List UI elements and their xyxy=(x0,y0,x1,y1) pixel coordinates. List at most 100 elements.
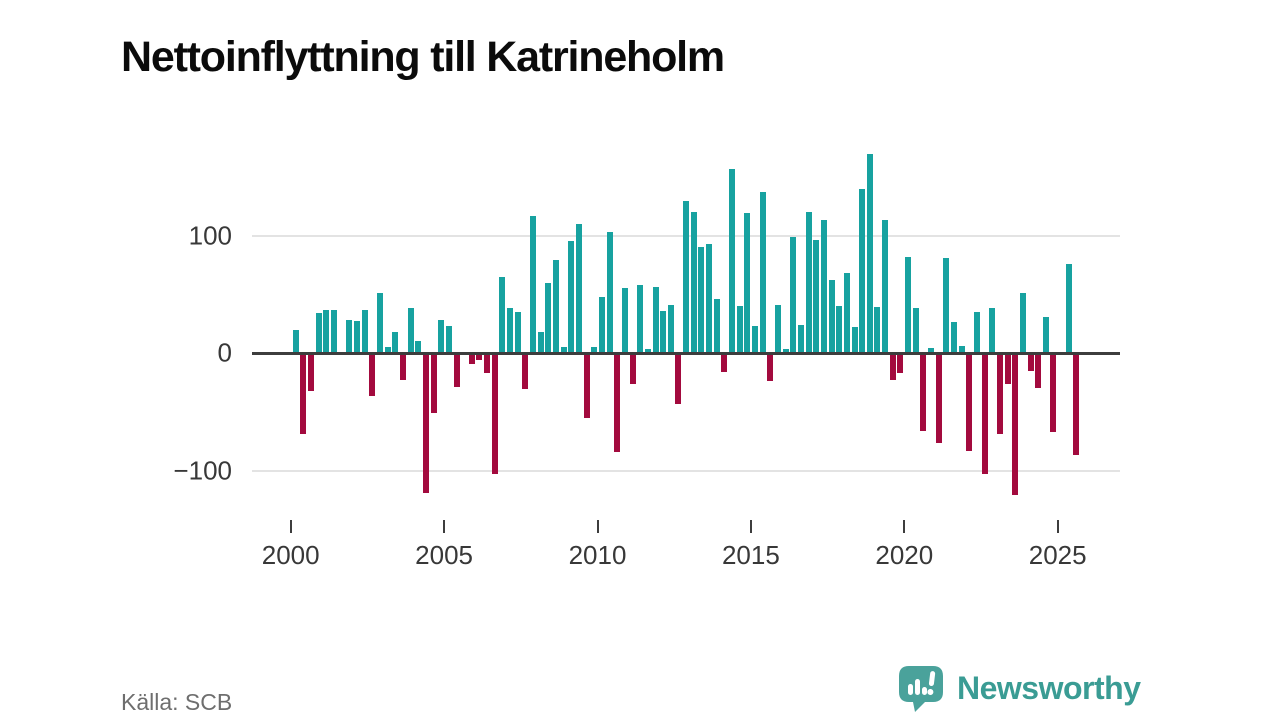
bar-2000Q4 xyxy=(315,313,322,353)
bar-2007Q1 xyxy=(507,308,514,353)
bar-2020Q4 xyxy=(928,348,935,353)
bar-2018Q2 xyxy=(851,327,858,353)
bar-2016Q3 xyxy=(797,324,804,353)
x-tick-label-2005: 2005 xyxy=(415,540,474,570)
bar-2012Q1 xyxy=(660,310,667,353)
bar-2023Q4 xyxy=(1019,293,1026,353)
bar-2022Q3 xyxy=(981,353,988,475)
bar-2024Q2 xyxy=(1035,353,1042,389)
x-tick-label-2015: 2015 xyxy=(721,540,780,570)
bar-2010Q4 xyxy=(621,288,628,353)
bar-2014Q2 xyxy=(729,168,736,353)
y-tick-label-100: 100 xyxy=(188,220,232,250)
bar-2006Q4 xyxy=(499,276,506,353)
bar-2009Q3 xyxy=(583,353,590,418)
bar-2021Q2 xyxy=(943,257,950,353)
bar-2009Q4 xyxy=(591,347,598,353)
bar-2004Q4 xyxy=(438,320,445,353)
bar-2002Q2 xyxy=(361,309,368,353)
bar-2019Q1 xyxy=(874,307,881,353)
bar-2022Q2 xyxy=(973,311,980,353)
x-tick-2015 xyxy=(749,520,752,533)
bar-2000Q2 xyxy=(300,353,307,435)
bar-2003Q4 xyxy=(407,308,414,353)
bar-2006Q2 xyxy=(484,353,491,373)
bar-2004Q2 xyxy=(422,353,429,493)
x-tick-label-2010: 2010 xyxy=(568,540,627,570)
bar-2017Q3 xyxy=(828,280,835,353)
bar-2025Q3 xyxy=(1073,353,1080,456)
bar-2007Q3 xyxy=(522,353,529,390)
bar-2017Q1 xyxy=(813,240,820,353)
bar-2001Q1 xyxy=(323,309,330,353)
x-axis-line xyxy=(252,351,1120,355)
newsworthy-logo: Newsworthy xyxy=(898,665,1141,712)
bar-2021Q4 xyxy=(958,345,965,353)
bar-2017Q2 xyxy=(820,220,827,353)
brand-name: Newsworthy xyxy=(957,670,1141,706)
bar-2015Q2 xyxy=(759,192,766,353)
bar-2022Q1 xyxy=(966,353,973,451)
bar-2012Q3 xyxy=(675,353,682,404)
bar-2008Q4 xyxy=(560,347,567,353)
bar-2014Q4 xyxy=(744,213,751,353)
bar-2005Q1 xyxy=(445,325,452,353)
bar-2008Q1 xyxy=(537,331,544,353)
x-tick-label-2025: 2025 xyxy=(1028,540,1087,570)
bar-2008Q2 xyxy=(545,282,552,353)
bar-2025Q2 xyxy=(1065,263,1072,353)
page-title: Nettoinflyttning till Katrineholm xyxy=(121,32,725,81)
bar-2010Q1 xyxy=(598,296,605,353)
y-tick-label-−100: −100 xyxy=(173,455,232,485)
bar-2005Q4 xyxy=(468,353,475,364)
bar-2013Q1 xyxy=(690,212,697,353)
bar-2014Q1 xyxy=(721,353,728,372)
bar-2015Q1 xyxy=(752,325,758,353)
bar-2001Q2 xyxy=(331,309,338,353)
x-tick-2010 xyxy=(596,520,599,533)
bar-2017Q4 xyxy=(836,306,843,353)
bar-2024Q4 xyxy=(1050,353,1057,432)
x-tick-2020 xyxy=(903,520,906,533)
x-tick-label-2020: 2020 xyxy=(875,540,934,570)
bar-2020Q1 xyxy=(905,256,912,353)
bar-2019Q3 xyxy=(889,353,896,381)
bar-2008Q3 xyxy=(553,260,560,353)
bar-2020Q3 xyxy=(920,353,927,431)
bar-2014Q3 xyxy=(736,306,743,353)
bar-2009Q2 xyxy=(575,223,582,353)
bar-2005Q2 xyxy=(453,353,460,388)
bar-2013Q4 xyxy=(713,298,720,353)
bar-2006Q3 xyxy=(491,353,498,475)
logo-exclamation xyxy=(927,671,936,695)
bar-2019Q4 xyxy=(897,353,904,373)
bar-2016Q1 xyxy=(782,349,789,353)
bar-2002Q4 xyxy=(376,293,383,353)
gridline-y-100 xyxy=(252,469,1120,472)
bar-2015Q3 xyxy=(767,353,774,382)
bar-2012Q2 xyxy=(667,304,674,353)
bar-2006Q1 xyxy=(476,353,483,361)
bar-2010Q2 xyxy=(606,231,613,353)
bar-2024Q3 xyxy=(1042,316,1049,353)
bar-2018Q1 xyxy=(843,273,850,353)
bar-2011Q1 xyxy=(629,353,636,384)
bar-2011Q4 xyxy=(652,287,659,353)
source-caption: Källa: SCB xyxy=(121,689,233,715)
bar-2010Q3 xyxy=(614,353,621,452)
bar-2018Q3 xyxy=(859,188,866,353)
x-tick-label-2000: 2000 xyxy=(261,540,320,570)
bar-2021Q3 xyxy=(951,322,957,353)
logo-bar-short xyxy=(922,687,927,695)
bar-2013Q3 xyxy=(706,243,713,353)
bar-2011Q3 xyxy=(644,349,651,353)
logo-bar-small xyxy=(908,684,913,695)
bar-2003Q1 xyxy=(384,347,391,353)
bar-2016Q2 xyxy=(790,236,797,353)
bar-2007Q2 xyxy=(514,311,521,353)
bar-2021Q1 xyxy=(935,353,942,444)
bar-2009Q1 xyxy=(568,241,575,353)
logo-bar-tall xyxy=(915,679,920,695)
